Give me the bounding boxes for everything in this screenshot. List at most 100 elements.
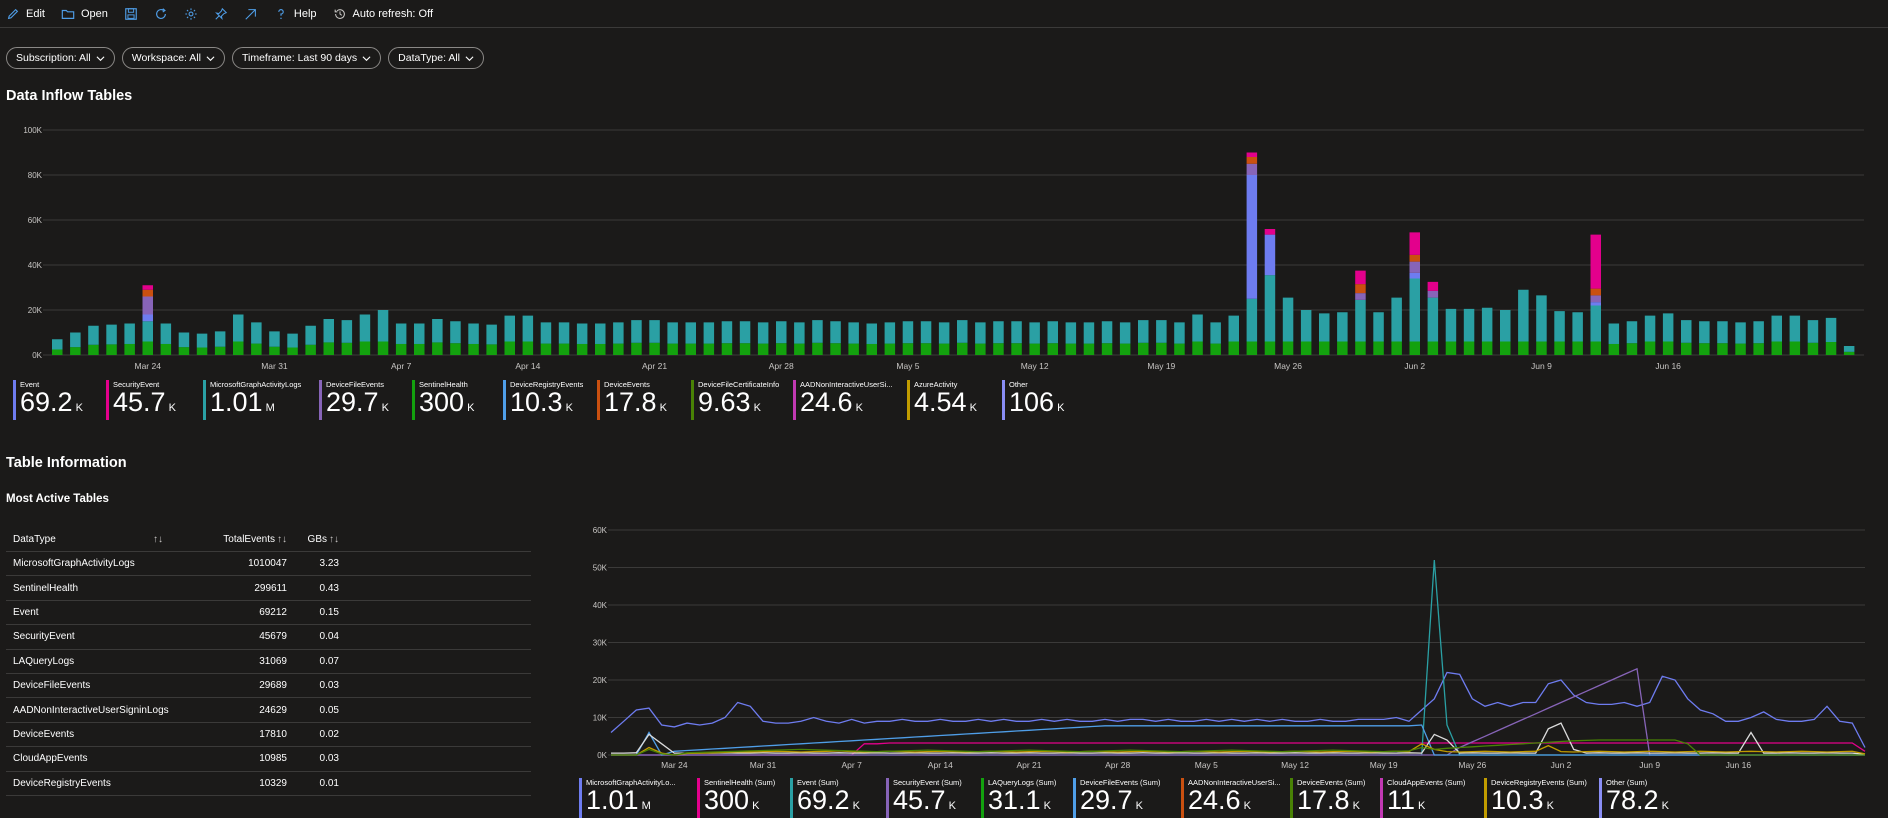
bar-segment[interactable]: [88, 344, 99, 355]
bar-segment[interactable]: [1210, 322, 1221, 344]
bar-segment[interactable]: [1807, 342, 1819, 355]
bar-segment[interactable]: [305, 344, 316, 355]
bar-segment[interactable]: [142, 289, 153, 297]
bar-segment[interactable]: [178, 332, 190, 348]
bar-segment[interactable]: [812, 342, 823, 355]
table-row[interactable]: LAQueryLogs 31069 0.07: [6, 650, 531, 674]
bar-segment[interactable]: [1409, 272, 1420, 279]
bar-segment[interactable]: [432, 342, 443, 355]
series-line[interactable]: [611, 724, 1865, 756]
bar-segment[interactable]: [251, 322, 262, 344]
bar-segment[interactable]: [1536, 295, 1547, 342]
bar-segment[interactable]: [1065, 343, 1077, 355]
table-row[interactable]: MicrosoftGraphActivityLogs 1010047 3.23: [6, 552, 531, 577]
legend-item[interactable]: DeviceFileEvents 29.7 K: [319, 380, 412, 420]
bar-segment[interactable]: [1825, 317, 1837, 343]
bar-segment[interactable]: [1644, 341, 1656, 356]
table-row[interactable]: DeviceFileEvents 29689 0.03: [6, 674, 531, 699]
legend-item[interactable]: DeviceEvents 17.8 K: [597, 380, 691, 420]
bar-segment[interactable]: [1300, 310, 1312, 342]
bar-segment[interactable]: [1319, 313, 1330, 342]
legend-item[interactable]: MicrosoftGraphActivityLogs 1.01 M: [203, 380, 319, 420]
legend-item[interactable]: AADNonInteractiveUserSi... 24.6 K: [793, 380, 907, 420]
bar-segment[interactable]: [957, 342, 968, 355]
bar-segment[interactable]: [1590, 295, 1601, 303]
legend-item[interactable]: LAQueryLogs (Sum) 31.1 K: [981, 778, 1073, 818]
bar-segment[interactable]: [1536, 341, 1547, 356]
bar-segment[interactable]: [757, 343, 769, 355]
bar-segment[interactable]: [395, 323, 407, 344]
legend-item[interactable]: Event (Sum) 69.2 K: [790, 778, 886, 818]
bar-segment[interactable]: [359, 341, 371, 356]
legend-item[interactable]: SecurityEvent 45.7 K: [106, 380, 203, 420]
bar-segment[interactable]: [1029, 322, 1040, 344]
bar-segment[interactable]: [1681, 320, 1692, 343]
bar-segment[interactable]: [341, 342, 353, 355]
bar-segment[interactable]: [1463, 308, 1475, 342]
bar-segment[interactable]: [1463, 341, 1475, 356]
bar-segment[interactable]: [776, 321, 787, 344]
bar-segment[interactable]: [1192, 341, 1203, 356]
bar-segment[interactable]: [269, 346, 280, 355]
save-button[interactable]: [124, 7, 138, 21]
table-row[interactable]: AADNonInteractiveUserSigninLogs 24629 0.05: [6, 698, 531, 723]
bar-segment[interactable]: [1807, 320, 1819, 343]
bar-segment[interactable]: [1717, 321, 1728, 344]
legend-item[interactable]: Event 69.2 K: [13, 380, 106, 420]
bar-segment[interactable]: [52, 339, 63, 350]
bar-segment[interactable]: [214, 346, 226, 355]
bar-segment[interactable]: [468, 323, 479, 344]
bar-segment[interactable]: [1192, 314, 1203, 342]
bar-segment[interactable]: [1662, 341, 1674, 356]
edit-button[interactable]: Edit: [6, 7, 45, 21]
bar-segment[interactable]: [902, 343, 914, 355]
bar-segment[interactable]: [504, 315, 515, 342]
bar-segment[interactable]: [1518, 341, 1529, 356]
bar-segment[interactable]: [251, 343, 262, 355]
bar-segment[interactable]: [1083, 322, 1095, 344]
bar-segment[interactable]: [160, 323, 172, 344]
datatype-column-header[interactable]: DataType ↑↓: [6, 534, 166, 545]
bar-segment[interactable]: [975, 322, 986, 344]
bar-segment[interactable]: [88, 325, 99, 345]
bar-segment[interactable]: [414, 323, 425, 344]
bar-segment[interactable]: [667, 343, 678, 355]
bar-segment[interactable]: [1246, 175, 1258, 299]
bar-segment[interactable]: [1825, 342, 1837, 355]
bar-segment[interactable]: [848, 343, 859, 355]
bar-segment[interactable]: [1427, 297, 1439, 342]
bar-segment[interactable]: [721, 343, 733, 355]
bar-segment[interactable]: [178, 347, 190, 355]
bar-segment[interactable]: [1011, 321, 1022, 344]
bar-segment[interactable]: [975, 343, 986, 355]
bar-segment[interactable]: [595, 323, 606, 344]
legend-item[interactable]: MicrosoftGraphActivityLo... 1.01 M: [579, 778, 697, 818]
bar-segment[interactable]: [685, 343, 696, 355]
legend-item[interactable]: AzureActivity 4.54 K: [907, 380, 1002, 420]
bar-segment[interactable]: [269, 331, 280, 347]
bar-segment[interactable]: [1011, 343, 1022, 355]
bar-segment[interactable]: [1572, 312, 1583, 342]
refresh-button[interactable]: [154, 7, 168, 21]
bar-segment[interactable]: [1355, 270, 1366, 285]
bar-segment[interactable]: [721, 321, 733, 344]
table-row[interactable]: DeviceRegistryEvents 10329 0.01: [6, 772, 531, 796]
bar-segment[interactable]: [1500, 341, 1511, 356]
bar-segment[interactable]: [522, 315, 534, 342]
bar-segment[interactable]: [1843, 346, 1855, 352]
bar-segment[interactable]: [1119, 322, 1131, 344]
bar-segment[interactable]: [631, 342, 642, 355]
bar-segment[interactable]: [884, 322, 896, 344]
legend-item[interactable]: Other 106 K: [1002, 380, 1072, 420]
bar-segment[interactable]: [70, 347, 81, 355]
bar-segment[interactable]: [558, 343, 570, 355]
bar-segment[interactable]: [1681, 342, 1692, 355]
bar-segment[interactable]: [1337, 341, 1348, 356]
bar-segment[interactable]: [1554, 311, 1565, 342]
bar-segment[interactable]: [1355, 284, 1366, 294]
bar-segment[interactable]: [1789, 341, 1801, 356]
bar-segment[interactable]: [1210, 343, 1221, 355]
bar-segment[interactable]: [1409, 254, 1420, 262]
bar-segment[interactable]: [1029, 343, 1040, 355]
series-line[interactable]: [610, 671, 1866, 748]
